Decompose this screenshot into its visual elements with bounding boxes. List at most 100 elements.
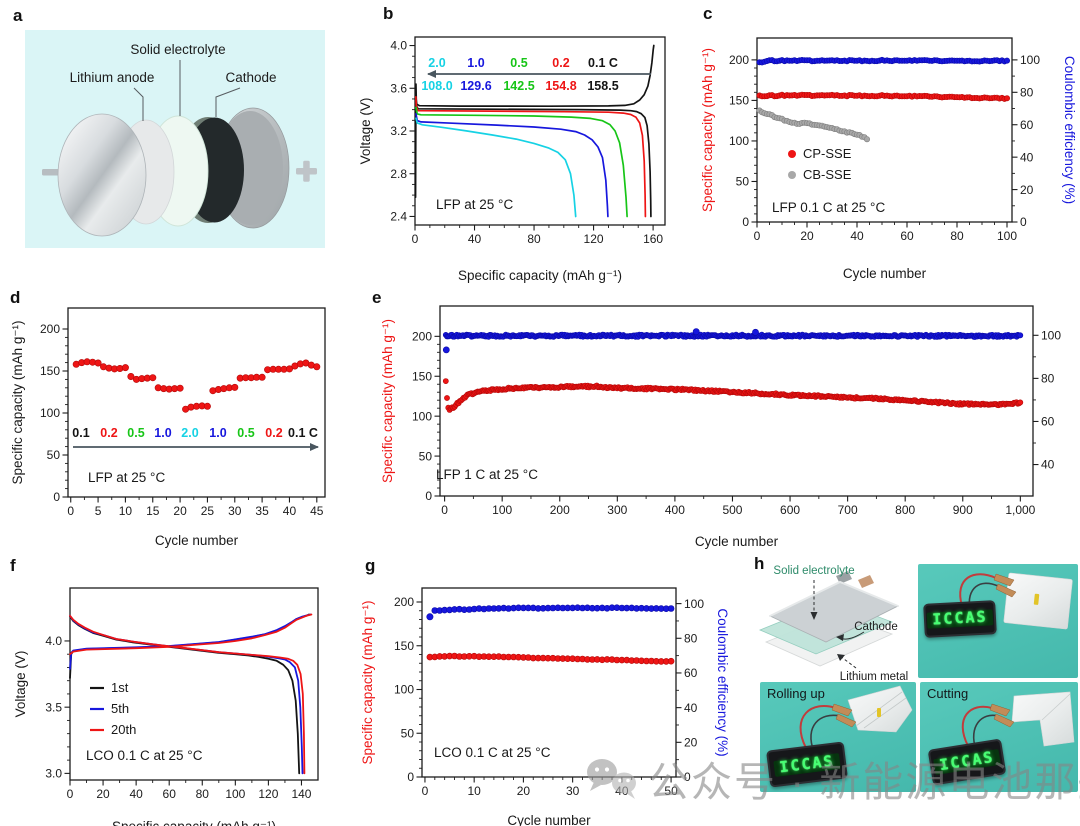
pouch-crease: [1041, 693, 1071, 721]
svg-text:Specific capacity (mAh g⁻¹): Specific capacity (mAh g⁻¹): [458, 268, 622, 283]
rate-legend: 2.0 1.0 0.5 0.2 0.1 C 108.0 129.6 142.5 154.8 158…: [421, 56, 651, 93]
svg-text:60: 60: [1041, 415, 1055, 429]
svg-text:200: 200: [394, 595, 414, 609]
caption-cutting: Cutting: [927, 686, 969, 701]
svg-text:80: 80: [1020, 86, 1034, 100]
svg-text:150: 150: [40, 364, 60, 378]
svg-text:2.0: 2.0: [428, 56, 445, 70]
svg-text:CB-SSE: CB-SSE: [803, 167, 852, 182]
series-discharge-20th: [69, 614, 306, 775]
svg-text:0.1: 0.1: [72, 426, 89, 440]
series-CP-SSE-capacity: [756, 91, 1010, 102]
label-solid-electrolyte: Solid electrolyte: [773, 565, 854, 577]
svg-text:60: 60: [1020, 118, 1034, 132]
arrowhead-lithium: [837, 654, 845, 661]
photo-flexible-cell: ICCAS: [918, 564, 1078, 678]
legend: 1st 5th 20th: [90, 680, 136, 737]
panel-g-lco-cycling-chart: 0 10 20 30 40 50 0 50 100 150 200 0 20 40 60 80 100 Cycle…: [360, 550, 740, 826]
svg-text:20: 20: [684, 736, 698, 750]
svg-text:158.5: 158.5: [587, 79, 618, 93]
svg-text:400: 400: [665, 503, 685, 517]
svg-text:700: 700: [838, 503, 858, 517]
svg-text:0: 0: [1020, 215, 1027, 229]
svg-text:Specific capacity (mAh g⁻¹): Specific capacity (mAh g⁻¹): [380, 319, 395, 483]
panel-label-a: a: [13, 6, 23, 25]
svg-text:100: 100: [1041, 328, 1061, 342]
svg-text:5: 5: [95, 504, 102, 518]
axes: 0 20 40 60 80 100050100150200020406080100Cycl…: [700, 37, 1077, 281]
svg-text:LCO 0.1 C at 25 °C: LCO 0.1 C at 25 °C: [86, 748, 203, 763]
pouch-cell: [1003, 572, 1073, 630]
svg-text:100: 100: [40, 406, 60, 420]
svg-text:50: 50: [401, 726, 415, 740]
svg-text:500: 500: [722, 503, 742, 517]
svg-text:50: 50: [736, 175, 750, 189]
svg-text:800: 800: [895, 503, 915, 517]
series-discharge-0.5C: [415, 106, 628, 218]
svg-text:20: 20: [96, 787, 110, 801]
svg-text:4.0: 4.0: [390, 39, 407, 53]
series-LCO-coulombic-efficiency: [431, 604, 675, 614]
panel-label-h: h: [754, 554, 765, 573]
alligator-clip: [995, 583, 1017, 598]
svg-text:50: 50: [47, 448, 61, 462]
panel-a-cell-schematic: Solid electrolyte Lithium anode Cathode: [0, 0, 360, 280]
series-CB-SSE-capacity: [756, 107, 871, 143]
axes: 0 20 40 60 80 100 120 140 3.0 3.5 4.0 Specific capa…: [13, 587, 319, 826]
svg-text:120: 120: [584, 232, 604, 246]
svg-text:LFP at 25 °C: LFP at 25 °C: [88, 470, 165, 485]
plus-terminal-icon: [296, 160, 317, 182]
tab-copper: [858, 575, 874, 588]
svg-text:200: 200: [729, 53, 749, 67]
leader-line-cathode: [215, 87, 241, 117]
caption-rolling-up: Rolling up: [767, 686, 825, 701]
svg-text:900: 900: [953, 503, 973, 517]
svg-text:40: 40: [129, 787, 143, 801]
series-discharge-1.0C: [415, 113, 609, 218]
svg-text:20: 20: [173, 504, 187, 518]
svg-text:35: 35: [255, 504, 269, 518]
series-charge-0.1C: [415, 44, 655, 108]
rate-legend: 0.1 0.2 0.5 1.0 2.0 1.0 0.5 0.2 0.1 C: [72, 426, 319, 451]
led-badge: ICCAS: [923, 600, 997, 638]
svg-text:Cycle number: Cycle number: [843, 266, 927, 281]
series-charge-1st: [69, 613, 310, 679]
svg-text:142.5: 142.5: [503, 79, 534, 93]
svg-text:600: 600: [780, 503, 800, 517]
svg-text:60: 60: [684, 666, 698, 680]
svg-text:15: 15: [146, 504, 160, 518]
svg-text:0: 0: [742, 215, 749, 229]
svg-text:100: 100: [394, 683, 414, 697]
panel-c-cycling-chart: 0 20 40 60 80 100 0 50 100 150 200 0 20 40 60 80 100 Cycl…: [700, 0, 1080, 281]
svg-text:5th: 5th: [111, 701, 129, 716]
chart-c: 0 20 40 60 80 100050100150200020406080100Cycl…: [700, 37, 1077, 281]
svg-text:0: 0: [425, 489, 432, 503]
panel-label-d: d: [10, 288, 21, 307]
series-capacity-1C: [442, 378, 1024, 413]
label-lithium-metal: Lithium metal: [840, 671, 908, 683]
coin-cell-schematic: Solid electrolyte Lithium anode Cathode: [25, 30, 325, 248]
series-discharge-0.1C: [415, 104, 652, 218]
svg-text:Cycle number: Cycle number: [695, 534, 779, 549]
leader-line-anode: [133, 87, 144, 121]
svg-text:45: 45: [310, 504, 324, 518]
alligator-clip: [835, 713, 857, 728]
svg-text:10: 10: [467, 784, 481, 798]
alligator-clip: [993, 713, 1015, 728]
label-lithium-anode: Lithium anode: [70, 70, 155, 85]
svg-text:2.0: 2.0: [181, 426, 198, 440]
svg-text:50: 50: [664, 784, 678, 798]
svg-text:160: 160: [643, 232, 663, 246]
svg-text:0: 0: [67, 787, 74, 801]
svg-text:0: 0: [422, 784, 429, 798]
svg-text:80: 80: [1041, 372, 1055, 386]
panel-label-g: g: [365, 556, 376, 575]
series-discharge-0.2C: [415, 95, 647, 218]
svg-text:0.5: 0.5: [127, 426, 144, 440]
arrow-lithium: [839, 655, 857, 669]
svg-text:150: 150: [412, 369, 432, 383]
svg-text:20: 20: [1020, 183, 1034, 197]
svg-text:200: 200: [412, 330, 432, 344]
badge-text: ICCAS: [938, 747, 996, 775]
